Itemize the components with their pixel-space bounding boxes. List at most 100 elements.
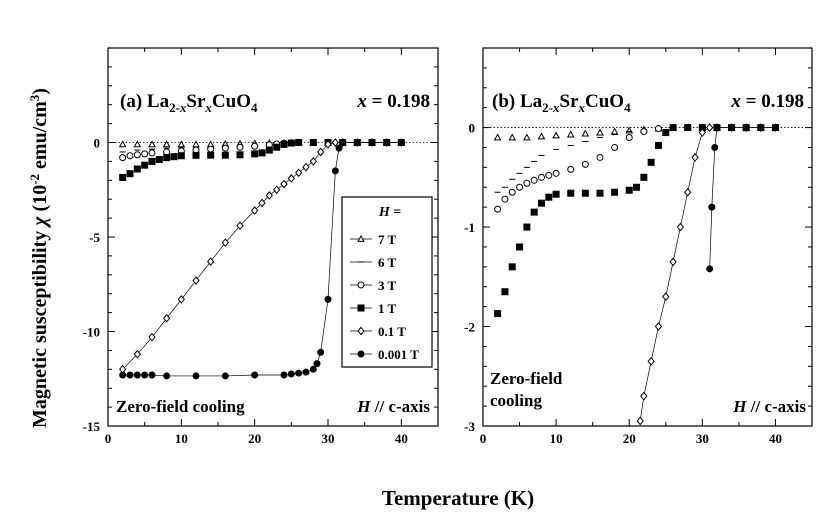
panel-a-data-point — [335, 144, 343, 152]
panel-a-data-point — [221, 238, 229, 248]
panel-b-data-point — [493, 133, 502, 141]
panel-b-series-line — [709, 127, 776, 269]
panel-a-series-1T — [119, 139, 405, 181]
panel-a-data-point — [141, 371, 149, 379]
panel-a-data-point — [148, 371, 156, 379]
panel-a-legend: H = 7 T 6 T 3 T 1 T 0.1 T 0.001 T — [341, 196, 433, 368]
panel-b-data-point — [647, 356, 655, 366]
panel-b-series-0_001T — [706, 124, 779, 273]
panel-b-data-point — [684, 124, 692, 132]
panel-b-data-point — [552, 131, 560, 139]
panel-b-data-point — [581, 129, 590, 137]
panel-b-x-tick-label: 20 — [623, 431, 636, 446]
panel-b-frame — [482, 47, 813, 427]
panel-a-x-tick-label: 0 — [105, 431, 112, 446]
panel-a-data-point — [170, 153, 178, 161]
panel-a-data-point — [302, 162, 310, 172]
panel-a-y-tick-label: 0 — [94, 136, 101, 151]
panel-a-data-point — [339, 139, 347, 146]
legend-entry: 1 T — [350, 301, 397, 316]
panel-a-data-point — [331, 138, 339, 147]
panel-a-data-point — [295, 369, 303, 377]
panel-b-data-point — [545, 171, 553, 179]
panel-a-data-point — [331, 167, 339, 175]
panel-a-data-point — [258, 149, 266, 157]
panel-a-data-point — [119, 154, 127, 162]
panel-a-x-value: x = 0.198 — [356, 91, 430, 112]
panel-a-series-0_1T — [119, 138, 405, 374]
panel-a-data-point — [192, 151, 200, 159]
panel-a-data-point — [207, 257, 215, 266]
y-axis-label: Magnetic susceptibility χ (10-2 emu/cm3) — [27, 88, 51, 428]
panel-a-data-point — [236, 143, 244, 151]
panel-b-x-tick-label: 30 — [696, 431, 709, 446]
panel-a-data-point — [273, 185, 281, 195]
panel-b-data-point — [523, 179, 531, 187]
panel-a-data-point — [163, 154, 171, 162]
panel-b-data-point — [494, 310, 502, 318]
legend-entry: 0.001 T — [350, 347, 419, 362]
panel-a-data-point — [295, 139, 303, 146]
legend-marker — [357, 326, 365, 336]
panel-a-data-point — [221, 151, 229, 159]
panel-b-data-point — [625, 126, 634, 134]
panel-b-data-point — [636, 416, 644, 426]
legend-marker — [357, 304, 365, 312]
panel-b-series-line — [639, 127, 776, 422]
legend-label: 6 T — [378, 255, 397, 270]
panel-a-data-point — [287, 174, 295, 183]
panel-b-data-point — [662, 129, 670, 137]
panel-b-y-tick-label: -2 — [464, 320, 475, 335]
panel-a-data-point — [148, 332, 156, 342]
panel-b-data-point — [698, 128, 706, 137]
panel-b-series-7T — [493, 123, 780, 141]
panel-b-data-point — [523, 223, 531, 231]
panel-b-data-point — [691, 153, 699, 162]
panel-a-title: (a) La2-xSrxCuO4 — [120, 91, 258, 115]
panel-a-data-point — [192, 140, 200, 148]
legend-marker — [357, 281, 365, 289]
panel-b-series-3T — [494, 124, 779, 213]
panel-b-data-point — [567, 165, 575, 173]
panel-a-data-point — [280, 371, 288, 379]
panel-b-data-point — [530, 176, 538, 184]
panel-a-data-point — [162, 140, 171, 148]
panel-a-data-point — [141, 150, 149, 158]
panel-a-data-point — [133, 165, 141, 173]
panel-b-data-point — [676, 222, 685, 232]
panel-a-data-point — [155, 156, 163, 164]
panel-b-data-point — [537, 132, 546, 140]
panel-b-data-point — [711, 143, 719, 151]
panel-a-data-point — [119, 173, 127, 181]
panel-b-y-tick-label: -3 — [464, 419, 475, 434]
panel-b-data-point — [545, 193, 553, 201]
panel-a: 0 10 20 30 40 -15 -10 -5 0 (a) La2-xSrxCuO4 x = … — [83, 47, 439, 446]
panel-a-data-point — [317, 348, 325, 356]
panel-b-data-point — [669, 124, 677, 132]
panel-a-data-point — [163, 313, 171, 323]
panel-a-data-point — [251, 206, 259, 215]
panel-b-data-point — [494, 205, 502, 213]
panel-b-x-tick-label: 10 — [550, 431, 563, 446]
panel-a-data-point — [317, 147, 325, 157]
panel-a-data-point — [148, 140, 156, 148]
panel-b-cooling-line1: Zero-field — [490, 369, 563, 388]
legend-entry: 3 T — [350, 278, 397, 293]
panel-a-data-point — [353, 139, 361, 146]
panel-b-data-point — [640, 173, 648, 181]
legend-marker — [357, 350, 365, 358]
panel-b-data-point — [708, 203, 716, 211]
panel-b-data-point — [501, 195, 509, 203]
panel-a-data-point — [273, 143, 281, 151]
panel-b-data-point — [508, 188, 516, 196]
panel-b-data-point — [537, 173, 545, 181]
legend-frame — [341, 196, 433, 368]
panel-a-data-point — [324, 140, 332, 149]
panel-b-data-point — [516, 243, 524, 251]
panel-a-data-point — [309, 157, 317, 166]
panel-a-x-tick-label: 20 — [248, 431, 261, 446]
panel-a-data-point — [126, 152, 134, 160]
panel-a-data-point — [148, 157, 156, 165]
legend-title: H = — [378, 205, 401, 220]
